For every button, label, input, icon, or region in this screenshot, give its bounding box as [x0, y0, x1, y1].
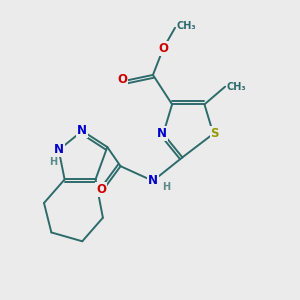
- Text: S: S: [211, 127, 219, 140]
- Text: O: O: [96, 183, 106, 196]
- Text: CH₃: CH₃: [176, 21, 196, 31]
- Text: N: N: [148, 174, 158, 188]
- Text: N: N: [157, 127, 167, 140]
- Text: N: N: [54, 143, 64, 157]
- Text: H: H: [162, 182, 170, 192]
- Text: O: O: [117, 73, 127, 86]
- Text: O: O: [158, 42, 168, 55]
- Text: N: N: [77, 124, 87, 137]
- Text: H: H: [49, 157, 57, 167]
- Text: CH₃: CH₃: [226, 82, 246, 92]
